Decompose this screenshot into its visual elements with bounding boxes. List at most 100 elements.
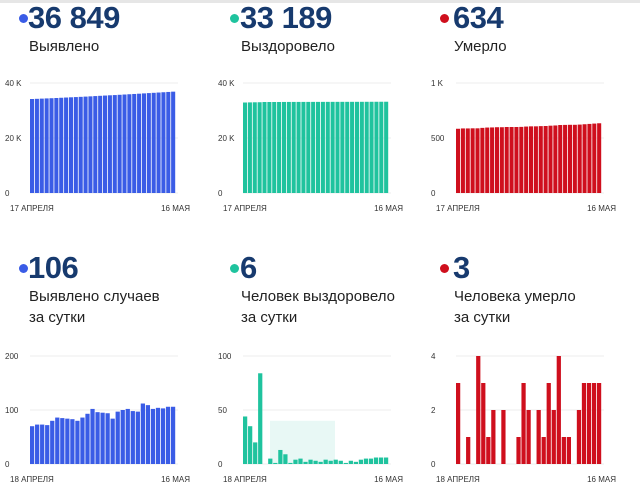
bar[interactable] [353, 461, 358, 464]
bar[interactable] [50, 420, 55, 464]
bar[interactable] [456, 128, 461, 193]
bar[interactable] [277, 101, 282, 193]
bar[interactable] [145, 405, 151, 464]
bar[interactable] [252, 102, 257, 193]
bar[interactable] [125, 408, 130, 464]
bar[interactable] [166, 91, 171, 193]
bar[interactable] [576, 410, 582, 464]
bar[interactable] [286, 101, 291, 193]
bar[interactable] [30, 426, 35, 464]
bar[interactable] [160, 408, 166, 464]
bar[interactable] [70, 419, 75, 464]
bar[interactable] [526, 410, 531, 464]
bar[interactable] [170, 406, 176, 464]
bar[interactable] [460, 128, 465, 193]
bar[interactable] [54, 98, 59, 193]
bar[interactable] [44, 98, 49, 193]
bar[interactable] [303, 461, 308, 464]
bar[interactable] [521, 383, 526, 464]
bar[interactable] [308, 459, 313, 464]
bar[interactable] [591, 383, 597, 464]
bar[interactable] [311, 101, 316, 193]
bar[interactable] [548, 125, 553, 193]
bar[interactable] [258, 373, 263, 464]
bar[interactable] [318, 461, 323, 464]
bar[interactable] [267, 102, 272, 193]
bar[interactable] [466, 437, 471, 464]
bar[interactable] [243, 102, 248, 193]
bar[interactable] [306, 101, 311, 193]
bar[interactable] [481, 383, 486, 464]
bar[interactable] [45, 425, 50, 464]
bar[interactable] [155, 407, 161, 464]
bar[interactable] [112, 95, 117, 193]
bar[interactable] [592, 123, 597, 193]
bar[interactable] [150, 408, 156, 464]
bar[interactable] [572, 124, 577, 193]
bar[interactable] [268, 458, 273, 464]
bar[interactable] [486, 437, 491, 464]
bar[interactable] [151, 92, 156, 193]
bar[interactable] [296, 101, 301, 193]
bar[interactable] [68, 97, 73, 193]
bar[interactable] [348, 460, 353, 464]
bar[interactable] [533, 126, 538, 193]
bar[interactable] [34, 98, 39, 193]
bar[interactable] [494, 127, 499, 193]
bar[interactable] [529, 126, 534, 193]
bar[interactable] [567, 124, 572, 193]
bar[interactable] [130, 411, 135, 464]
bar[interactable] [328, 460, 333, 464]
bar[interactable] [485, 127, 490, 193]
bar[interactable] [333, 459, 338, 464]
bar[interactable] [350, 101, 355, 193]
bar[interactable] [558, 125, 563, 193]
bar[interactable] [514, 127, 519, 193]
bar[interactable] [374, 101, 379, 193]
bar[interactable] [330, 101, 335, 193]
bar[interactable] [171, 91, 176, 193]
bar[interactable] [165, 406, 171, 464]
bar[interactable] [384, 101, 389, 193]
bar[interactable] [338, 460, 343, 464]
bar[interactable] [538, 126, 543, 193]
bar[interactable] [127, 94, 132, 193]
bar[interactable] [345, 101, 350, 193]
bar[interactable] [556, 356, 561, 464]
bar[interactable] [546, 383, 551, 464]
bar[interactable] [243, 416, 248, 464]
bar[interactable] [587, 123, 592, 193]
bar[interactable] [288, 462, 293, 464]
bar[interactable] [364, 101, 369, 193]
bar[interactable] [64, 97, 69, 193]
bar[interactable] [75, 420, 80, 464]
bar[interactable] [120, 410, 125, 464]
bar[interactable] [122, 94, 127, 193]
bar[interactable] [117, 94, 122, 193]
bar[interactable] [161, 92, 166, 193]
bar[interactable] [272, 101, 277, 193]
bar[interactable] [543, 126, 548, 193]
bar[interactable] [85, 413, 90, 464]
bar[interactable] [281, 101, 286, 193]
bar[interactable] [456, 383, 461, 464]
bar[interactable] [465, 128, 470, 193]
bar[interactable] [519, 126, 524, 193]
bar[interactable] [83, 96, 88, 193]
bar[interactable] [504, 127, 509, 193]
bar[interactable] [480, 127, 485, 193]
bar[interactable] [561, 437, 566, 464]
bar[interactable] [470, 128, 475, 193]
bar[interactable] [323, 459, 328, 464]
bar[interactable] [73, 97, 78, 193]
bar[interactable] [491, 410, 496, 464]
bar[interactable] [88, 96, 93, 193]
bar[interactable] [146, 93, 151, 193]
bar[interactable] [586, 383, 592, 464]
bar[interactable] [524, 126, 529, 193]
bar[interactable] [563, 124, 568, 193]
bar[interactable] [581, 383, 587, 464]
bar[interactable] [65, 418, 70, 464]
bar[interactable] [278, 449, 283, 464]
bar[interactable] [55, 417, 60, 464]
